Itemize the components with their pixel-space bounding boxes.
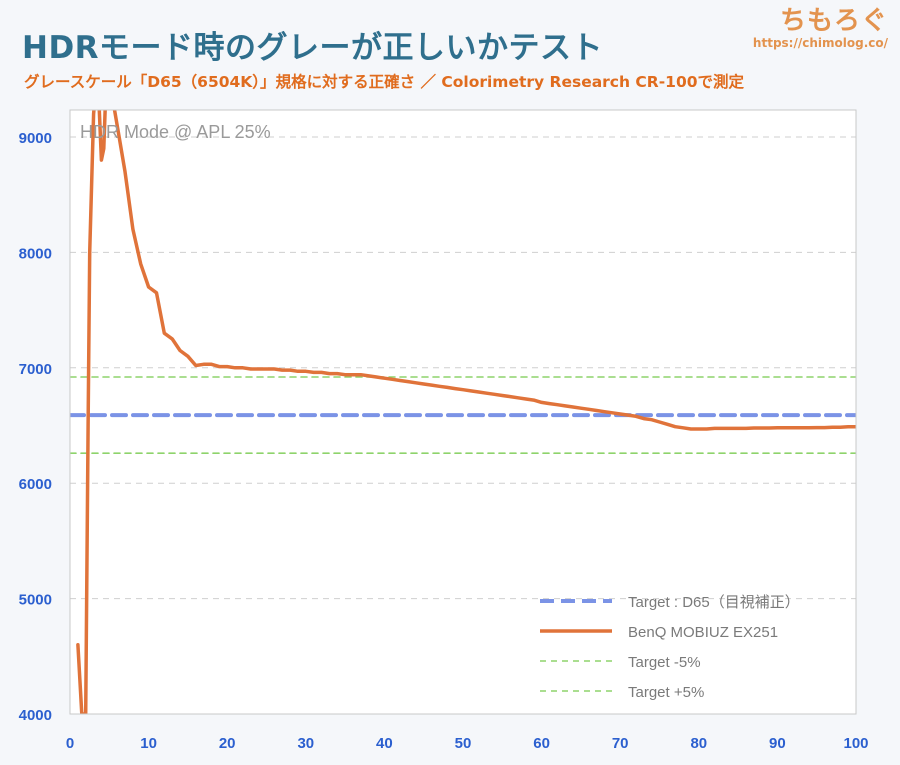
y-tick-label: 6000 (19, 476, 52, 493)
series-line-1 (76, 110, 856, 714)
x-tick-label: 60 (533, 735, 550, 752)
legend-label: BenQ MOBIUZ EX251 (628, 624, 778, 641)
x-tick-label: 40 (376, 735, 393, 752)
y-tick-label: 9000 (19, 130, 52, 147)
legend-label: Target +5% (628, 684, 704, 701)
x-tick-label: 0 (66, 735, 74, 752)
x-tick-label: 80 (690, 735, 707, 752)
x-tick-label: 10 (140, 735, 157, 752)
x-tick-label: 20 (219, 735, 236, 752)
chart-annotation: HDR Mode @ APL 25% (80, 122, 271, 142)
x-tick-label: 30 (297, 735, 314, 752)
x-tick-label: 70 (612, 735, 629, 752)
axes: 4000 5000 6000 7000 8000 9000 0 10 20 30 40 50 60 70 8… (19, 130, 869, 752)
page-title: HDRモード時のグレーが正しいかテスト (22, 30, 604, 66)
legend: Target : D65（目視補正） BenQ MOBIUZ EX251 Targe… (540, 594, 800, 701)
x-tick-label: 100 (843, 735, 868, 752)
brand-url: https://chimolog.co/ (752, 36, 888, 50)
brand-logo: ちもろぐ https://chimolog.co/ (753, 6, 888, 50)
x-tick-label: 50 (455, 735, 472, 752)
y-tick-label: 7000 (19, 361, 52, 378)
brand-name: ちもろぐ (779, 6, 888, 36)
x-tick-label: 90 (769, 735, 786, 752)
series-layer (70, 110, 856, 714)
y-tick-label: 8000 (19, 245, 52, 262)
y-tick-label: 4000 (19, 707, 52, 724)
legend-label: Target : D65（目視補正） (628, 594, 800, 611)
page-subtitle: グレースケール「D65（6504K）」規格に対する正確さ ／ Colorimet… (24, 73, 745, 91)
plot-area (70, 110, 856, 714)
legend-label: Target -5% (628, 654, 701, 671)
plot-border (69, 109, 857, 715)
y-tick-label: 5000 (19, 592, 52, 609)
grid-lines (70, 136, 856, 600)
